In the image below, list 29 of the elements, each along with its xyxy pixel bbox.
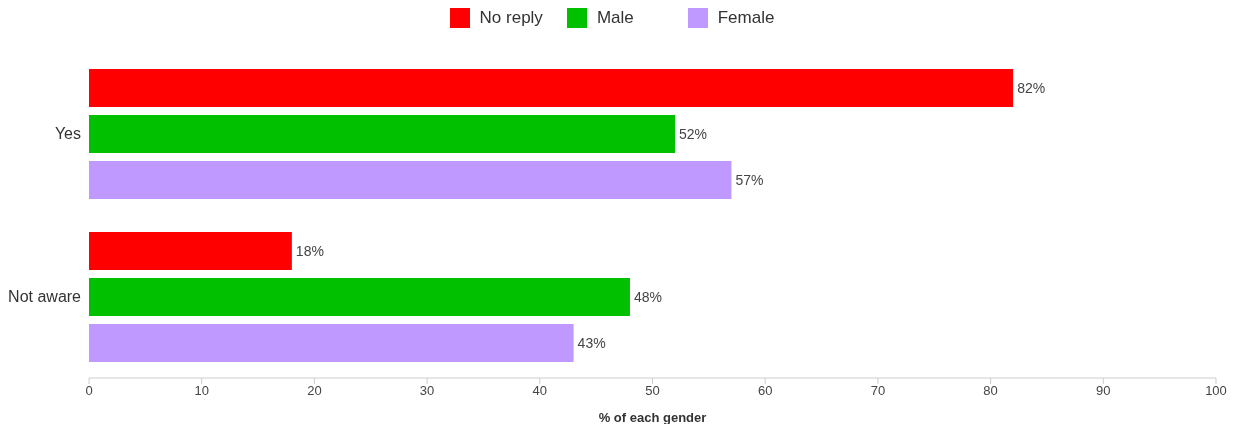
bar: [89, 161, 732, 199]
x-axis-title: % of each gender: [598, 410, 707, 425]
x-tick-label: 70: [870, 383, 886, 399]
x-tick-label: 40: [532, 383, 548, 399]
x-tick-label: 10: [194, 383, 209, 399]
bar: [89, 69, 1014, 107]
bar: [89, 324, 574, 362]
x-tick-label: 0: [85, 383, 93, 399]
data-label: 48%: [633, 288, 662, 305]
bar: [89, 232, 292, 270]
bar: [89, 278, 630, 316]
x-tick-label: 80: [983, 383, 998, 399]
x-tick-label: 60: [757, 383, 773, 399]
data-label: 57%: [735, 171, 764, 188]
data-label: 43%: [577, 334, 606, 351]
data-label: 82%: [1017, 79, 1046, 96]
bar: [89, 115, 676, 153]
x-tick-label: 20: [307, 383, 322, 399]
x-tick-label: 100: [1205, 383, 1227, 399]
y-tick-label: Yes: [54, 125, 81, 143]
x-tick-label: 30: [419, 383, 435, 399]
legend-label: Male: [596, 8, 634, 28]
y-tick-label: Not aware: [8, 288, 82, 306]
data-label: 18%: [295, 242, 324, 259]
x-tick-label: 90: [1096, 383, 1111, 399]
data-label: 52%: [679, 125, 708, 142]
x-tick-label: 50: [645, 383, 660, 399]
legend-label: No reply: [479, 8, 543, 28]
legend-label: Female: [717, 8, 775, 28]
